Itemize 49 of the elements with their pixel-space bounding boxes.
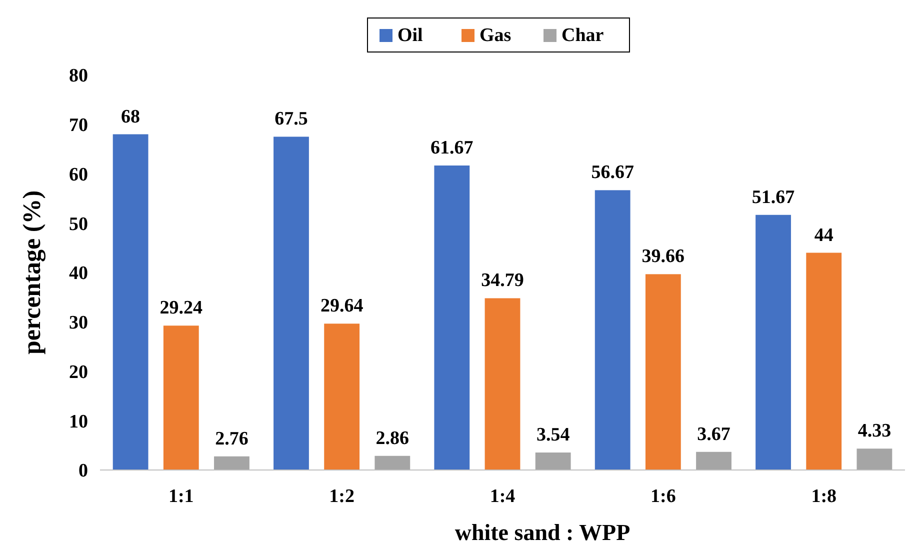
- data-label: 2.76: [215, 428, 248, 450]
- bar: [112, 134, 148, 470]
- data-label: 68: [121, 106, 140, 128]
- legend-label: Char: [562, 25, 604, 46]
- data-label: 44: [814, 224, 834, 246]
- y-tick-label: 0: [78, 460, 88, 482]
- data-label: 4.33: [858, 420, 892, 442]
- bar: [535, 452, 571, 470]
- y-tick-label: 30: [69, 312, 88, 334]
- bar: [274, 136, 309, 470]
- legend-label: Gas: [480, 25, 512, 46]
- bar: [806, 252, 842, 470]
- bar: [434, 166, 470, 470]
- bar: [214, 456, 250, 470]
- data-label: 29.24: [160, 298, 204, 319]
- y-tick-label: 70: [69, 115, 88, 136]
- data-label: 2.86: [376, 428, 410, 449]
- y-axis-title: percentage (%): [19, 190, 46, 355]
- y-tick-label: 20: [69, 362, 88, 383]
- y-tick-label: 50: [69, 214, 88, 235]
- bar: [696, 452, 732, 470]
- bar: [324, 324, 360, 470]
- y-tick-label: 60: [69, 164, 88, 186]
- data-label: 39.66: [642, 246, 685, 268]
- y-tick-label: 40: [69, 263, 88, 284]
- bar: [484, 298, 520, 470]
- data-label: 56.67: [591, 162, 634, 184]
- legend-label: Oil: [398, 25, 423, 46]
- data-label: 67.5: [274, 108, 308, 130]
- y-tick-label: 80: [69, 66, 88, 87]
- x-tick-label: 1:6: [650, 486, 676, 507]
- data-label: 51.67: [752, 186, 796, 208]
- bar: [374, 456, 410, 470]
- bar: [756, 214, 791, 470]
- x-tick-label: 1:8: [811, 486, 837, 507]
- data-label: 3.54: [536, 424, 570, 446]
- x-tick-label: 1:1: [168, 486, 194, 507]
- data-label: 3.67: [697, 424, 731, 445]
- x-axis-title: white sand : WPP: [454, 520, 630, 545]
- x-tick-label: 1:2: [329, 486, 354, 507]
- y-tick-label: 10: [69, 411, 88, 432]
- x-tick-label: 1:4: [490, 486, 516, 507]
- data-label: 29.64: [320, 296, 364, 317]
- bar: [856, 448, 892, 470]
- bar: [594, 190, 630, 470]
- data-label: 61.67: [430, 138, 474, 159]
- bar: [645, 274, 681, 470]
- bar: [163, 326, 199, 470]
- data-label: 34.79: [481, 270, 524, 292]
